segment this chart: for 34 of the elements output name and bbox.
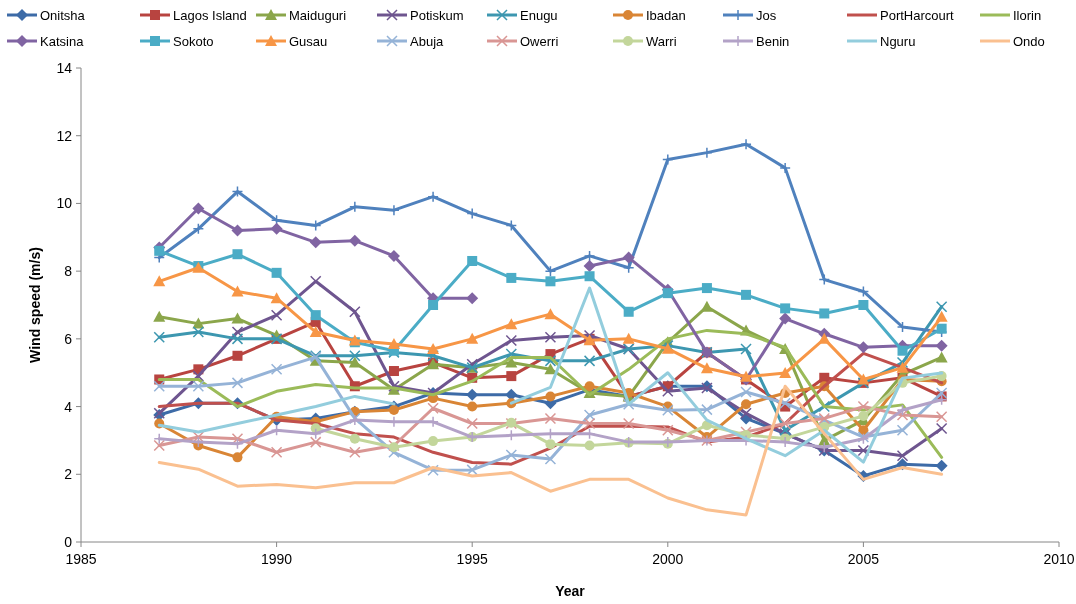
legend-label: Ibadan: [646, 8, 686, 23]
legend-label: Onitsha: [40, 8, 86, 23]
legend-label: Ondo: [1013, 34, 1045, 49]
legend-label: Enugu: [520, 8, 558, 23]
x-tick-label: 2010: [1043, 551, 1075, 567]
x-tick-label: 1985: [65, 551, 97, 567]
legend-label: Jos: [756, 8, 777, 23]
y-tick-label: 4: [64, 398, 73, 415]
y-tick-label: 0: [64, 534, 73, 550]
legend-label: Katsina: [40, 34, 85, 49]
y-tick-label: 6: [64, 330, 73, 347]
legend-label: PortHarcourt: [880, 8, 955, 23]
y-tick-label: 2: [64, 466, 73, 483]
x-tick-label: 1990: [261, 551, 293, 567]
legend-label: Maiduguri: [289, 8, 347, 23]
x-axis-title: Year: [555, 583, 586, 599]
y-tick-label: 10: [56, 195, 73, 212]
x-tick-label: 2000: [652, 551, 684, 567]
legend-label: Sokoto: [173, 34, 214, 49]
legend-label: Owerri: [520, 34, 559, 49]
y-tick-label: 8: [64, 263, 73, 280]
legend-label: Ilorin: [1013, 8, 1042, 23]
legend-label: Gusau: [289, 34, 328, 49]
x-tick-label: 2005: [847, 551, 880, 567]
legend-label: Benin: [756, 34, 790, 49]
y-axis-title: Wind speed (m/s): [27, 247, 43, 363]
legend-label: Potiskum: [410, 8, 464, 23]
legend-label: Abuja: [410, 34, 445, 49]
legend-label: Nguru: [880, 34, 916, 49]
y-tick-label: 14: [56, 60, 73, 76]
legend-label: Warri: [646, 34, 677, 49]
x-tick-label: 1995: [456, 551, 488, 567]
y-tick-label: 12: [56, 127, 73, 144]
legend-label: Lagos Island: [173, 8, 247, 23]
